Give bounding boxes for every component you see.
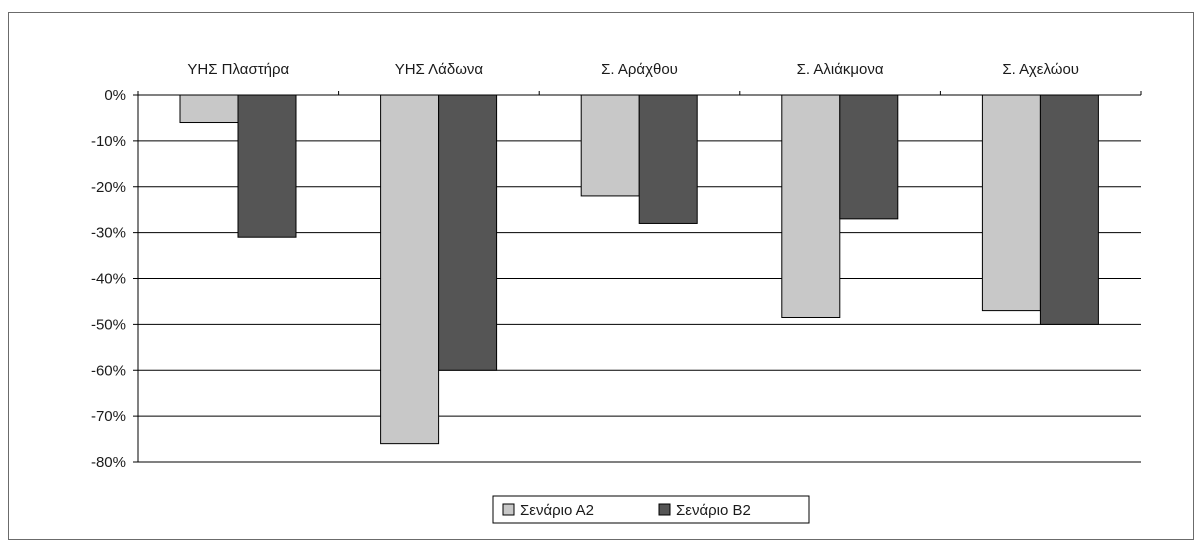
legend-box xyxy=(492,495,810,524)
y-tick-label: -60% xyxy=(91,362,126,379)
bar-scenario-a2 xyxy=(179,94,239,124)
legend-label: Σενάριο Α2 xyxy=(520,502,594,519)
bar-scenario-b2 xyxy=(839,94,899,220)
category-label: ΥΗΣ Λάδωνα xyxy=(395,61,484,78)
y-tick-label: -20% xyxy=(91,179,126,196)
legend-swatch xyxy=(658,503,671,516)
chart-frame: 0% -10% -20% -30% -40% -50% -60% -70% -80% ΥΗΣ Π… xyxy=(8,12,1194,540)
y-tick-label: -10% xyxy=(91,133,126,150)
bar-chart: 0% -10% -20% -30% -40% -50% -60% -70% -80% ΥΗΣ Π… xyxy=(91,61,1142,524)
category-label: Σ. Αλιάκμονα xyxy=(797,61,884,78)
legend-label: Σενάριο Β2 xyxy=(676,502,751,519)
y-tick-label: -40% xyxy=(91,271,126,288)
bar-scenario-b2 xyxy=(638,94,698,224)
y-tick-label: 0% xyxy=(104,87,126,104)
legend-swatch xyxy=(502,503,515,516)
y-tick-label: -30% xyxy=(91,225,126,242)
y-tick-label: -50% xyxy=(91,316,126,333)
bar-scenario-a2 xyxy=(380,94,440,445)
category-label: ΥΗΣ Πλαστήρα xyxy=(187,61,289,78)
category-label: Σ. Αχελώου xyxy=(1002,61,1079,78)
bar-scenario-b2 xyxy=(1039,94,1099,325)
gridlines xyxy=(138,140,1141,463)
bar-scenario-a2 xyxy=(981,94,1041,312)
y-tick-label: -80% xyxy=(91,454,126,471)
bar-scenario-a2 xyxy=(580,94,640,197)
y-tick-labels: 0% -10% -20% -30% -40% -50% -60% -70% -80% xyxy=(91,87,126,471)
bar-scenario-b2 xyxy=(237,94,297,238)
y-tick-label: -70% xyxy=(91,408,126,425)
bar-scenario-a2 xyxy=(781,94,841,318)
bars xyxy=(179,94,1099,445)
category-label: Σ. Αράχθου xyxy=(601,61,678,78)
legend: Σενάριο Α2 Σενάριο Β2 xyxy=(492,495,810,524)
category-labels: ΥΗΣ Πλαστήρα ΥΗΣ Λάδωνα Σ. Αράχθου Σ. Αλιάκ… xyxy=(187,61,1079,78)
bar-scenario-b2 xyxy=(438,94,498,371)
axes xyxy=(133,91,1142,463)
